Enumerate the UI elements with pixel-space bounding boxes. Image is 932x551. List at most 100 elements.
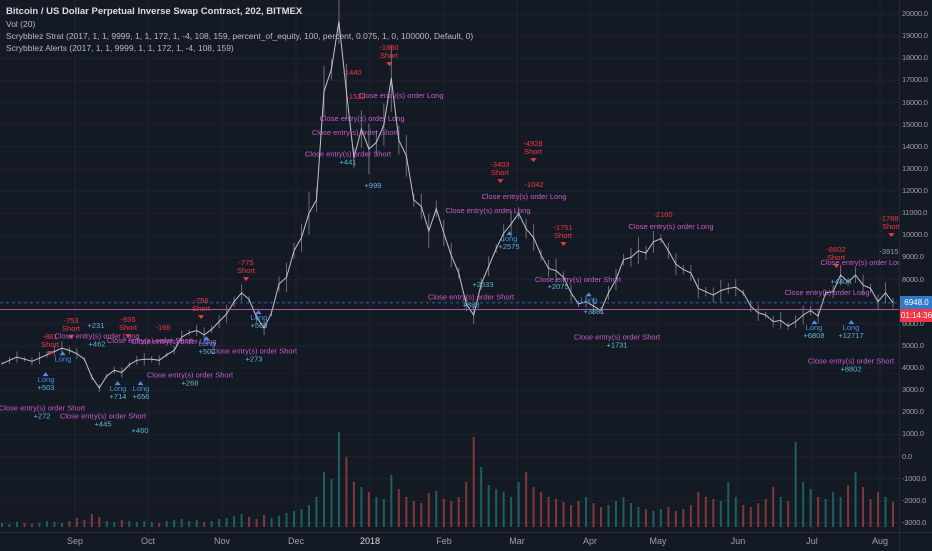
price-line bbox=[1, 21, 894, 389]
time-axis-label: Oct bbox=[140, 536, 155, 546]
time-axis-label: May bbox=[649, 536, 667, 546]
price-axis-label: 16000.0 bbox=[902, 97, 928, 107]
trade-annotations-layer: -881 Short Long +503 Close entry(s) order Sh… bbox=[0, 43, 899, 435]
trade-marker: +460 bbox=[131, 425, 149, 435]
trade-marker: -1751 Short bbox=[553, 223, 573, 246]
trade-marker: -756 Short bbox=[192, 296, 210, 319]
arrow-up-icon bbox=[848, 320, 854, 325]
price-axis-label: 5000.0 bbox=[902, 340, 924, 350]
trade-marker: Long +12717 bbox=[838, 319, 864, 341]
arrow-up-icon bbox=[256, 310, 262, 315]
trade-marker: Long +714 bbox=[110, 380, 126, 402]
trade-marker: Long bbox=[55, 350, 71, 363]
time-axis-label: Jul bbox=[806, 536, 818, 546]
chart-plot-area[interactable]: -881 Short Long +503 Close entry(s) order Sh… bbox=[0, 0, 899, 532]
time-axis-label: Apr bbox=[582, 536, 597, 546]
price-axis-label: 3000.0 bbox=[902, 385, 924, 395]
trade-marker: Long +2575 bbox=[498, 230, 520, 252]
price-axis-label: 14000.0 bbox=[902, 141, 928, 151]
time-axis-label: Mar bbox=[509, 536, 525, 546]
trade-marker: Long +503 bbox=[38, 371, 54, 393]
trade-marker: Close entry(s) order Long +462 bbox=[54, 331, 140, 349]
arrow-down-icon bbox=[198, 314, 204, 319]
trade-marker: -17880Short bbox=[879, 214, 899, 237]
time-axis-label: Jun bbox=[730, 536, 746, 546]
trade-marker: -3915 bbox=[879, 246, 899, 256]
arrow-up-icon bbox=[60, 351, 66, 356]
arrow-down-icon bbox=[560, 241, 566, 246]
trade-marker: -775 Short bbox=[237, 258, 255, 281]
price-axis[interactable]: 6948.0 01:14:36 20000.0 19000.0 18000.0 170… bbox=[899, 0, 932, 532]
trade-marker: -4928 Short bbox=[523, 139, 543, 162]
trade-marker: Close entry(s) order Long bbox=[481, 191, 567, 201]
trade-marker: +4404 bbox=[830, 276, 852, 286]
trade-marker: +2075 bbox=[547, 281, 569, 291]
chart-canvas[interactable] bbox=[0, 0, 899, 532]
arrow-up-icon bbox=[204, 336, 210, 341]
trade-marker: Close entry(s) order Long bbox=[784, 287, 870, 297]
arrow-down-icon bbox=[125, 333, 131, 338]
trade-marker: -881 Short bbox=[41, 332, 59, 355]
trade-marker: Long +560 bbox=[251, 309, 267, 331]
trade-marker: +2533 bbox=[472, 279, 494, 289]
time-axis-label: Dec bbox=[287, 536, 304, 546]
price-axis-label: 0.0 bbox=[902, 451, 912, 461]
trade-marker: -1042 bbox=[524, 179, 544, 189]
arrow-down-icon bbox=[68, 334, 74, 339]
price-axis-label: 8000.0 bbox=[902, 274, 924, 284]
trade-marker: Long +502 bbox=[199, 335, 215, 357]
trade-marker: -1440 bbox=[342, 67, 362, 77]
axis-corner bbox=[899, 532, 932, 551]
trade-marker: Long +656 bbox=[133, 380, 149, 402]
time-axis-label: Nov bbox=[213, 536, 230, 546]
price-axis-label: 1000.0 bbox=[902, 429, 924, 439]
price-axis-label: 4000.0 bbox=[902, 363, 924, 373]
price-axis-label: 12000.0 bbox=[902, 186, 928, 196]
time-axis-label: Feb bbox=[436, 536, 452, 546]
arrow-up-icon bbox=[505, 231, 512, 236]
price-axis-label: 10000.0 bbox=[902, 230, 928, 240]
trade-marker: Close entry(s) order Short +888 bbox=[427, 292, 515, 310]
trade-marker: +231 bbox=[87, 320, 105, 330]
trade-marker: Close entry(s) order Long bbox=[628, 221, 714, 231]
price-axis-label: 19000.0 bbox=[902, 31, 928, 41]
trade-marker: Close entry(s) order Long bbox=[820, 257, 899, 267]
trade-marker: -753 Short bbox=[62, 316, 80, 339]
time-axis[interactable]: Sep Oct Nov Dec 2018 Feb Mar Apr May Jun Jul Aug bbox=[0, 532, 899, 551]
arrow-down-icon bbox=[530, 157, 536, 162]
trade-marker: -166 bbox=[155, 322, 171, 332]
trade-marker: +999 bbox=[364, 180, 382, 190]
trade-marker: -8602 Short bbox=[826, 245, 846, 268]
price-axis-label: 11000.0 bbox=[902, 208, 928, 218]
trade-marker: Close entry(s) order Short +272 bbox=[0, 403, 86, 421]
trade-marker: Close entry(s) order Long bbox=[358, 90, 444, 100]
arrow-up-icon bbox=[586, 292, 592, 297]
trade-marker: Close entry(s) order Short +445 bbox=[59, 411, 147, 429]
trade-marker: Close entry(s) order Long bbox=[131, 336, 217, 346]
trade-marker: -3403 Short bbox=[490, 160, 510, 183]
arrow-down-icon bbox=[833, 263, 839, 268]
trade-marker: Close entry(s) order Short bbox=[106, 335, 194, 345]
trade-marker: Close entry(s) order Long bbox=[445, 205, 531, 215]
arrow-up-icon bbox=[138, 381, 144, 386]
arrow-down-icon bbox=[497, 178, 503, 183]
price-axis-label: -3000.0 bbox=[902, 518, 927, 527]
time-axis-label: Sep bbox=[66, 536, 83, 546]
arrow-down-icon bbox=[887, 232, 894, 237]
arrow-up-icon bbox=[115, 381, 121, 386]
arrow-down-icon bbox=[47, 350, 53, 355]
trade-marker: -935 Short bbox=[119, 315, 137, 338]
current-price-badge: 6948.0 bbox=[900, 295, 932, 309]
price-axis-label: 2000.0 bbox=[902, 407, 924, 417]
trade-marker: Close entry(s) order Short +273 bbox=[210, 346, 298, 364]
price-axis-label: 20000.0 bbox=[902, 9, 928, 18]
price-axis-label: 17000.0 bbox=[902, 75, 928, 85]
volume-bars-layer bbox=[1, 432, 894, 527]
price-axis-label: 18000.0 bbox=[902, 53, 928, 63]
bar-countdown-badge: 01:14:36 bbox=[900, 308, 932, 322]
trade-marker: Close entry(s) order Short +8802 bbox=[807, 356, 895, 374]
arrow-down-icon bbox=[243, 276, 249, 281]
trade-marker: Close entry(s) order Short bbox=[534, 274, 622, 284]
trade-marker: Close entry(s) order Short +1731 bbox=[573, 332, 661, 350]
trade-marker: Close entry(s) order Short bbox=[311, 127, 399, 137]
